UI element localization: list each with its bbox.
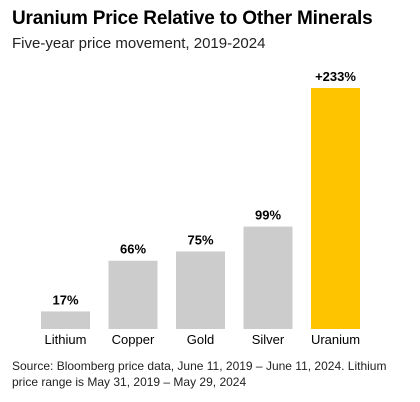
category-labels-group: Lithium Copper Gold Silver Uranium bbox=[45, 332, 361, 347]
value-labels-group: 17% 66% 75% 99% +233% bbox=[52, 69, 356, 307]
category-label-uranium: Uranium bbox=[311, 332, 360, 347]
bar-copper bbox=[108, 260, 158, 329]
value-label-copper: 66% bbox=[120, 242, 146, 257]
chart-subtitle: Five-year price movement, 2019-2024 bbox=[12, 35, 266, 52]
category-label-gold: Gold bbox=[187, 332, 214, 347]
bar-gold bbox=[176, 251, 225, 329]
value-label-lithium: 17% bbox=[52, 292, 78, 307]
bar-lithium bbox=[41, 311, 90, 329]
bar-silver bbox=[243, 226, 293, 329]
bars-group bbox=[41, 88, 360, 329]
category-label-silver: Silver bbox=[252, 332, 285, 347]
category-label-lithium: Lithium bbox=[45, 332, 87, 347]
value-label-gold: 75% bbox=[187, 232, 213, 247]
chart-title: Uranium Price Relative to Other Minerals bbox=[12, 8, 373, 29]
category-label-copper: Copper bbox=[112, 332, 155, 347]
bar-uranium bbox=[311, 88, 360, 329]
value-label-uranium: +233% bbox=[315, 69, 356, 84]
source-note: Source: Bloomberg price data, June 11, 2… bbox=[12, 359, 387, 389]
value-label-silver: 99% bbox=[255, 208, 281, 223]
